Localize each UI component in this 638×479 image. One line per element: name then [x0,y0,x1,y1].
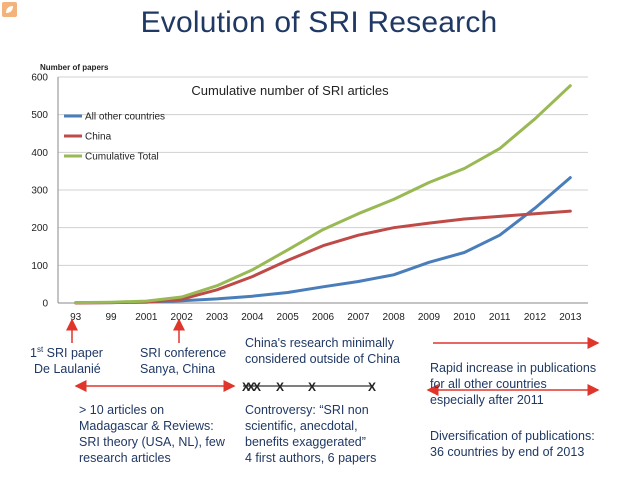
x-tick-label: 2011 [489,312,511,323]
conference-note: SRI conference Sanya, China [140,346,227,376]
slide-title: Evolution of SRI Research [140,6,498,39]
x-tick-label: 2005 [277,312,300,323]
cross-mark: X [247,380,255,394]
controversy-note: Controversy: “SRI non scientific, anecdo… [245,403,377,465]
x-tick-label: 99 [105,312,117,323]
y-tick-label: 600 [31,73,48,84]
y-tick-label: 400 [31,148,48,159]
cross-mark: X [308,380,316,394]
y-tick-label: 200 [31,223,48,234]
rapid-increase-note: Rapid increase in publications for all o… [430,361,597,407]
cross-mark: X [368,380,376,394]
x-tick-label: 2007 [347,312,370,323]
chart-title: Cumulative number of SRI articles [191,83,389,98]
y-tick-label: 300 [31,186,48,197]
x-tick-label: 2002 [171,312,194,323]
series-line-2 [74,209,572,305]
x-tick-label: 93 [70,312,82,323]
series-line-1 [74,176,572,305]
leaf-icon [6,6,13,13]
diversification-note: Diversification of publications: 36 coun… [430,429,595,459]
x-tick-label: 2006 [312,312,335,323]
x-tick-label: 2009 [418,312,441,323]
x-tick-label: 2013 [559,312,582,323]
sri-logo-icon [2,2,17,17]
legend-label: All other countries [85,112,165,123]
cross-mark: X [253,380,261,394]
series-line-3 [74,84,572,305]
y-axis-title: Number of papers [40,63,109,72]
x-tick-label: 2001 [135,312,158,323]
china-minimal-note: China's research minimally considered ou… [245,336,400,366]
cross-mark: X [276,380,284,394]
y-tick-label: 0 [42,299,48,310]
x-tick-label: 2012 [524,312,547,323]
x-tick-label: 2004 [241,312,264,323]
cross-mark: X [242,380,250,394]
ten-articles-note: > 10 articles on Madagascar & Reviews: S… [79,403,225,465]
y-tick-label: 100 [31,261,48,272]
legend-label: China [85,132,112,143]
first-paper-note: 1st SRI paper De Laulanié [30,344,103,376]
x-tick-label: 2008 [383,312,406,323]
x-tick-label: 2003 [206,312,229,323]
x-tick-label: 2010 [453,312,476,323]
y-tick-label: 500 [31,110,48,121]
legend-label: Cumulative Total [85,152,159,163]
